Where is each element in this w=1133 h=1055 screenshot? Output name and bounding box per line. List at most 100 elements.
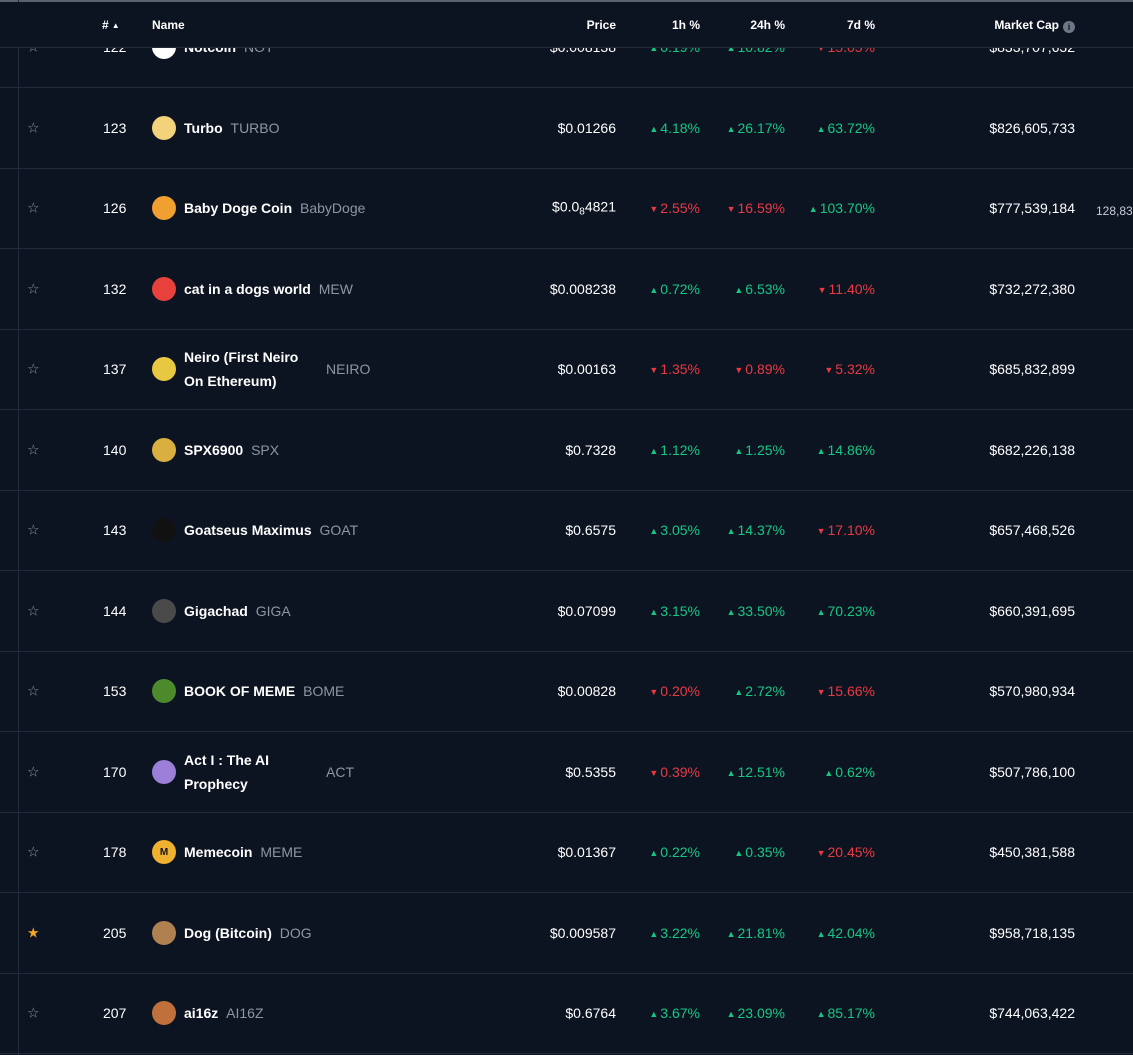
coin-logo-icon	[152, 357, 176, 381]
change-7d-value: 14.86%	[827, 441, 875, 458]
table-row[interactable]: ☆ 153 BOOK OF MEME BOME $0.00828 ▼ 0.20% ▲ 2.72…	[0, 651, 1133, 732]
table-row[interactable]: ☆ 143 Goatseus Maximus GOAT $0.6575 ▲ 3.05% ▲ 1…	[0, 490, 1133, 571]
table-header: # ▲ Name Price 1h % 24h % 7d % Market Cap…	[0, 2, 1133, 48]
star-icon[interactable]: ☆	[27, 843, 40, 860]
caret-up-icon: ▲	[649, 284, 659, 295]
coin-name-link[interactable]: ai16z AI16Z	[184, 1005, 264, 1021]
market-cap: $958,718,135	[989, 924, 1075, 941]
star-icon[interactable]: ☆	[27, 360, 40, 377]
change-1h-value: 0.39%	[660, 763, 700, 780]
name-column-header[interactable]: Name	[152, 18, 185, 32]
table-row[interactable]: ☆ 144 Gigachad GIGA $0.07099 ▲ 3.15% ▲ 33.50% ▲ 7…	[0, 571, 1133, 652]
star-icon[interactable]: ☆	[27, 763, 40, 779]
caret-up-icon: ▲	[649, 526, 659, 536]
caret-up-icon: ▲	[816, 928, 826, 939]
coin-name-link[interactable]: Memecoin MEME	[184, 844, 302, 860]
change-7d: ▲ 42.04%	[817, 925, 875, 941]
change-24h-value: 0.89%	[745, 361, 785, 377]
coin-name: cat in a dogs world	[184, 280, 311, 297]
change-24h: ▲ 6.53%	[734, 281, 785, 297]
change-7d-value: 63.72%	[827, 119, 875, 136]
change-7d: ▲ 0.62%	[824, 764, 875, 780]
info-icon[interactable]: i	[1063, 21, 1075, 33]
market-cap: $682,226,138	[989, 441, 1075, 458]
rank: 132	[103, 280, 127, 297]
change-1h-value: 3.05%	[660, 522, 700, 538]
change-24h: ▲ 33.50%	[727, 603, 785, 619]
coin-name-link[interactable]: BOOK OF MEME BOME	[184, 683, 344, 699]
change-24h: ▲ 23.09%	[727, 1005, 785, 1021]
caret-up-icon: ▲	[824, 767, 834, 778]
change-24h-column-header[interactable]: 24h %	[750, 18, 785, 32]
coin-name: BOOK OF MEME	[184, 683, 296, 699]
change-7d-value: 5.32%	[835, 361, 875, 377]
coin-name-link[interactable]: Neiro (First Neiro On Ethereum) NEIRO	[184, 345, 370, 393]
coin-name-link[interactable]: Act I : The AI Prophecy ACT	[184, 748, 354, 796]
table-row[interactable]: ☆ 170 Act I : The AI Prophecy ACT $0.5355 ▼ 0.…	[0, 732, 1133, 813]
table-row[interactable]: ☆ 178 M Memecoin MEME $0.01367 ▲ 0.22% ▲ 0.35% ▼ 2…	[0, 812, 1133, 893]
caret-up-icon: ▲	[649, 123, 659, 134]
change-7d: ▲ 85.17%	[817, 1005, 875, 1021]
rank-column-header[interactable]: # ▲	[102, 18, 120, 32]
star-icon[interactable]: ☆	[27, 1004, 40, 1021]
star-icon[interactable]: ★	[27, 924, 40, 940]
coin-name-link[interactable]: Goatseus Maximus GOAT	[184, 522, 358, 538]
coin-name-link[interactable]: Baby Doge Coin BabyDoge	[184, 200, 365, 216]
change-24h-value: 1.25%	[745, 441, 785, 458]
change-1h-value: 0.22%	[660, 844, 700, 860]
change-1h: ▲ 1.12%	[649, 442, 700, 458]
coin-name-link[interactable]: Turbo TURBO	[184, 120, 280, 136]
coin-symbol: SPX	[251, 441, 280, 458]
caret-down-icon: ▼	[734, 365, 744, 375]
table-row[interactable]: ★ 205 Dog (Bitcoin) DOG $0.009587 ▲ 3.22% ▲ 21.…	[0, 893, 1133, 974]
table-row[interactable]: ☆ 126 Baby Doge Coin BabyDoge $0.084821 ▼ 2.5…	[0, 168, 1133, 249]
coin-name-link[interactable]: SPX6900 SPX	[184, 442, 279, 458]
change-24h: ▲ 2.72%	[734, 683, 785, 699]
coin-symbol: TURBO	[230, 119, 280, 136]
caret-down-icon: ▼	[824, 365, 834, 375]
coin-name-link[interactable]: Dog (Bitcoin) DOG	[184, 925, 312, 941]
table-row[interactable]: ☆ 140 SPX6900 SPX $0.7328 ▲ 1.12% ▲ 1.25% ▲ 14.86…	[0, 410, 1133, 491]
change-7d: ▼ 11.40%	[818, 281, 875, 297]
star-icon[interactable]: ☆	[27, 199, 40, 216]
table-row[interactable]: ☆ 137 Neiro (First Neiro On Ethereum) NEIRO…	[0, 329, 1133, 410]
caret-down-icon: ▼	[649, 204, 659, 214]
top-border	[0, 0, 1133, 2]
price: $0.009587	[549, 924, 616, 941]
star-icon[interactable]: ☆	[27, 521, 40, 538]
coin-name: ai16z	[184, 1005, 219, 1021]
change-1h: ▼ 0.39%	[649, 764, 700, 780]
rank: 137	[103, 361, 127, 377]
table-row[interactable]: ☆ 132 cat in a dogs world MEW $0.008238 ▲ 0.7…	[0, 249, 1133, 330]
market-cap: $660,391,695	[989, 602, 1075, 619]
table-row[interactable]: ☆ 123 Turbo TURBO $0.01266 ▲ 4.18% ▲ 26.17% ▲ 63.…	[0, 88, 1133, 169]
star-icon[interactable]: ☆	[27, 119, 40, 135]
star-icon[interactable]: ☆	[27, 441, 40, 457]
coin-logo-icon	[152, 759, 176, 784]
star-icon[interactable]: ☆	[27, 280, 40, 296]
coin-name: Baby Doge Coin	[184, 200, 293, 216]
rank: 144	[103, 602, 127, 619]
price: $0.7328	[565, 441, 616, 458]
price: $0.01367	[557, 844, 616, 860]
rank-header-label: #	[102, 18, 109, 32]
market-cap-column-header[interactable]: Market Cap i	[994, 18, 1075, 33]
coin-name-link[interactable]: Gigachad GIGA	[184, 603, 291, 619]
change-1h-value: 2.55%	[660, 200, 700, 216]
change-7d: ▲ 14.86%	[817, 442, 875, 458]
price-tail: 4821	[584, 198, 616, 215]
star-icon[interactable]: ☆	[27, 602, 40, 618]
market-cap: $744,063,422	[989, 1005, 1075, 1021]
star-icon[interactable]: ☆	[27, 682, 40, 699]
price-column-header[interactable]: Price	[586, 18, 616, 32]
table-row[interactable]: ☆ 207 ai16z AI16Z $0.6764 ▲ 3.67% ▲ 23.09% ▲ 85.1…	[0, 973, 1133, 1054]
coin-symbol: MEME	[260, 844, 303, 860]
change-7d-column-header[interactable]: 7d %	[846, 18, 875, 32]
change-1h-column-header[interactable]: 1h %	[671, 18, 700, 32]
change-7d-value: 20.45%	[827, 844, 875, 860]
left-border	[18, 0, 19, 1055]
coin-name: Neiro (First Neiro On Ethereum)	[184, 349, 299, 389]
coin-name-link[interactable]: cat in a dogs world MEW	[184, 281, 353, 297]
coin-symbol: GIGA	[255, 602, 291, 619]
change-24h-value: 0.35%	[745, 844, 785, 860]
